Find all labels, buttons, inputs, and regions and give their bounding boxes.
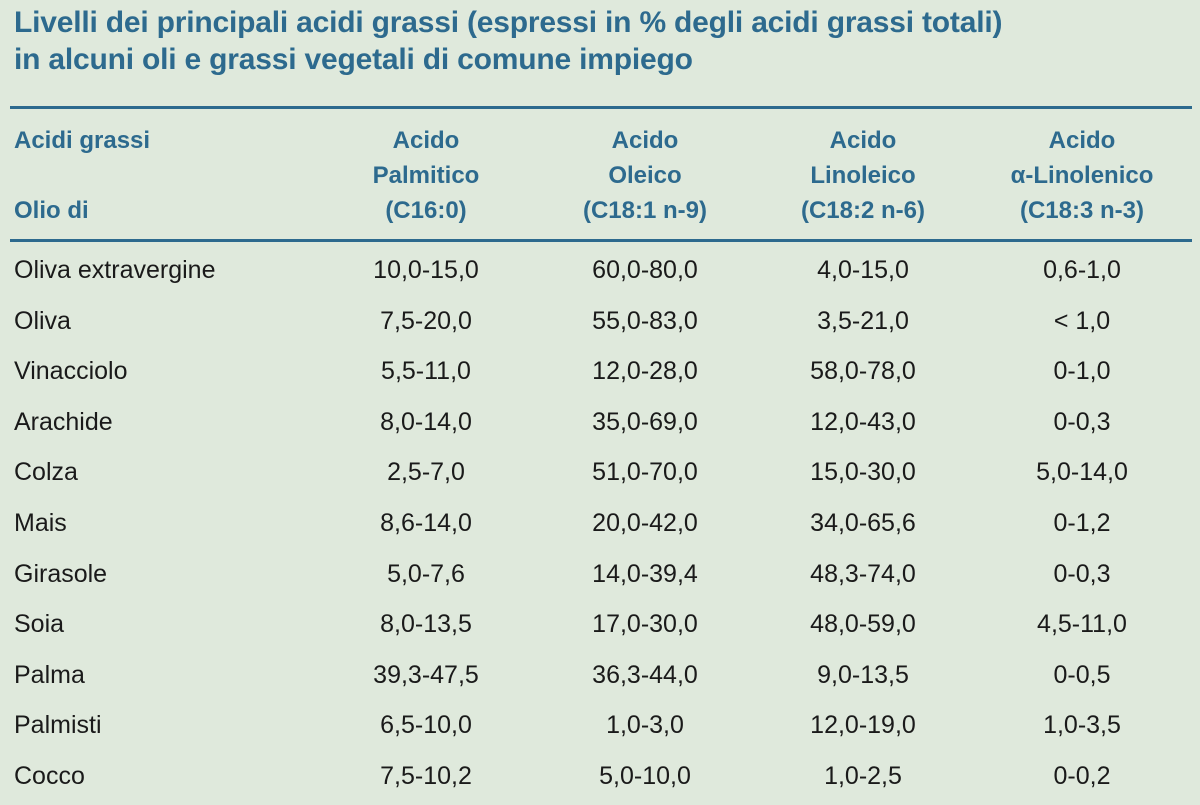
- linoleico-cell: 58,0-78,0: [810, 357, 916, 386]
- column-header-line: (C16:0): [385, 197, 467, 224]
- linoleico-cell: 3,5-21,0: [817, 306, 909, 335]
- palmitico-cell: 39,3-47,5: [373, 660, 479, 689]
- column-header-line: Palmitico: [372, 162, 480, 189]
- table-row: Colza 2,5-7,0 51,0-70,0 15,0-30,0 5,0-14…: [0, 450, 1200, 501]
- oleico-cell: 36,3-44,0: [592, 660, 698, 689]
- oil-name-cell: Palmisti: [14, 711, 102, 740]
- linolenico-cell: 1,0-3,5: [1043, 711, 1121, 740]
- oleico-cell: 12,0-28,0: [592, 357, 698, 386]
- table-title-line-2: in alcuni oli e grassi vegetali di comun…: [14, 43, 693, 76]
- linolenico-cell: 0,6-1,0: [1043, 256, 1121, 284]
- oleico-cell: 35,0-69,0: [592, 407, 698, 436]
- linolenico-cell: 0-1,2: [1053, 508, 1111, 537]
- linolenico-cell: 4,5-11,0: [1037, 610, 1127, 639]
- palmitico-cell: 2,5-7,0: [387, 458, 465, 487]
- linolenico-cell: 0-1,0: [1053, 357, 1111, 386]
- linoleico-cell: 9,0-13,5: [817, 660, 909, 689]
- linolenico-cell: 0-0,3: [1053, 407, 1111, 436]
- oleico-cell: 20,0-42,0: [592, 508, 698, 537]
- oleico-cell: 14,0-39,4: [592, 559, 698, 588]
- header-oil-label: Olio di: [14, 197, 89, 224]
- column-header-line: Acido: [392, 127, 460, 154]
- linolenico-cell: < 1,0: [1053, 306, 1111, 335]
- table-row: Arachide 8,0-14,0 35,0-69,0 12,0-43,0 0-…: [0, 400, 1200, 451]
- palmitico-cell: 8,0-13,5: [380, 610, 472, 639]
- oil-name-cell: Soia: [14, 610, 65, 639]
- table-title-line-1: Livelli dei principali acidi grassi (esp…: [14, 6, 1003, 39]
- linoleico-cell: 48,3-74,0: [810, 559, 916, 588]
- palmitico-cell: 7,5-10,2: [380, 761, 472, 790]
- oleico-cell: 55,0-83,0: [592, 306, 698, 335]
- table-row: Mais 8,6-14,0 20,0-42,0 34,0-65,6 0-1,2: [0, 501, 1200, 552]
- linoleico-cell: 12,0-19,0: [810, 711, 916, 740]
- column-header-linoleico: Acido Linoleico (C18:2 n-6): [753, 123, 973, 228]
- linoleico-cell: 4,0-15,0: [817, 256, 909, 284]
- column-header-alfa-linolenico: Acido α-Linolenico (C18:3 n-3): [972, 123, 1192, 228]
- column-header-line: Acido: [829, 127, 897, 154]
- oil-name-cell: Arachide: [14, 407, 113, 436]
- oil-name-cell: Oliva: [14, 306, 71, 335]
- oil-name-cell: Colza: [14, 458, 78, 487]
- table-row: Palmisti 6,5-10,0 1,0-3,0 12,0-19,0 1,0-…: [0, 703, 1200, 754]
- table-body: Oliva extravergine 10,0-15,0 60,0-80,0 4…: [0, 248, 1200, 805]
- linoleico-cell: 12,0-43,0: [810, 407, 916, 436]
- oleico-cell: 1,0-3,0: [606, 711, 684, 740]
- oil-name-cell: Vinacciolo: [14, 357, 128, 386]
- oleico-cell: 17,0-30,0: [592, 610, 698, 639]
- column-header-line: (C18:2 n-6): [800, 197, 926, 224]
- linolenico-cell: 5,0-14,0: [1036, 458, 1128, 487]
- oil-name-cell: Mais: [14, 508, 67, 537]
- column-header-line: (C18:1 n-9): [582, 197, 708, 224]
- table-title: Livelli dei principali acidi grassi (esp…: [14, 4, 1194, 78]
- oleico-cell: 60,0-80,0: [592, 256, 698, 284]
- oleico-cell: 51,0-70,0: [592, 458, 698, 487]
- table-row: Oliva 7,5-20,0 55,0-83,0 3,5-21,0 < 1,0: [0, 299, 1200, 350]
- header-fatty-acids-label: Acidi grassi: [14, 127, 151, 154]
- palmitico-cell: 8,0-14,0: [380, 407, 472, 436]
- column-header-line: α-Linolenico: [1010, 162, 1154, 189]
- palmitico-cell: 8,6-14,0: [380, 508, 472, 537]
- oil-name-cell: Oliva extravergine: [14, 256, 216, 284]
- linoleico-cell: 34,0-65,6: [810, 508, 916, 537]
- table-row: Soia 8,0-13,5 17,0-30,0 48,0-59,0 4,5-11…: [0, 602, 1200, 653]
- table-row: Vinacciolo 5,5-11,0 12,0-28,0 58,0-78,0 …: [0, 349, 1200, 400]
- column-header-line: (C18:3 n-3): [1019, 197, 1145, 224]
- linolenico-cell: 0-0,5: [1053, 660, 1111, 689]
- palmitico-cell: 6,5-10,0: [380, 711, 472, 740]
- header-bottom-rule: [10, 239, 1192, 242]
- palmitico-cell: 5,5-11,0: [381, 357, 471, 386]
- oleico-cell: 5,0-10,0: [599, 761, 691, 790]
- palmitico-cell: 5,0-7,6: [387, 559, 465, 588]
- table-row: Oliva extravergine 10,0-15,0 60,0-80,0 4…: [0, 248, 1200, 299]
- oil-name-cell: Cocco: [14, 761, 85, 790]
- oil-name-cell: Palma: [14, 660, 85, 689]
- table-row: Cocco 7,5-10,2 5,0-10,0 1,0-2,5 0-0,2: [0, 754, 1200, 805]
- linoleico-cell: 15,0-30,0: [810, 458, 916, 487]
- column-header-palmitico: Acido Palmitico (C16:0): [316, 123, 536, 228]
- column-header-line: Oleico: [608, 162, 682, 189]
- linoleico-cell: 48,0-59,0: [810, 610, 916, 639]
- linolenico-cell: 0-0,2: [1053, 761, 1111, 790]
- header-top-rule: [10, 106, 1192, 109]
- column-header-line: Acido: [1048, 127, 1116, 154]
- linoleico-cell: 1,0-2,5: [824, 761, 902, 790]
- oil-name-cell: Girasole: [14, 559, 108, 588]
- column-header-line: Acido: [611, 127, 679, 154]
- column-header-oleico: Acido Oleico (C18:1 n-9): [535, 123, 755, 228]
- table-row: Palma 39,3-47,5 36,3-44,0 9,0-13,5 0-0,5: [0, 653, 1200, 704]
- column-header-line: Linoleico: [810, 162, 916, 189]
- linolenico-cell: 0-0,3: [1053, 559, 1111, 588]
- palmitico-cell: 10,0-15,0: [373, 256, 479, 284]
- palmitico-cell: 7,5-20,0: [380, 306, 472, 335]
- table-row: Girasole 5,0-7,6 14,0-39,4 48,3-74,0 0-0…: [0, 552, 1200, 603]
